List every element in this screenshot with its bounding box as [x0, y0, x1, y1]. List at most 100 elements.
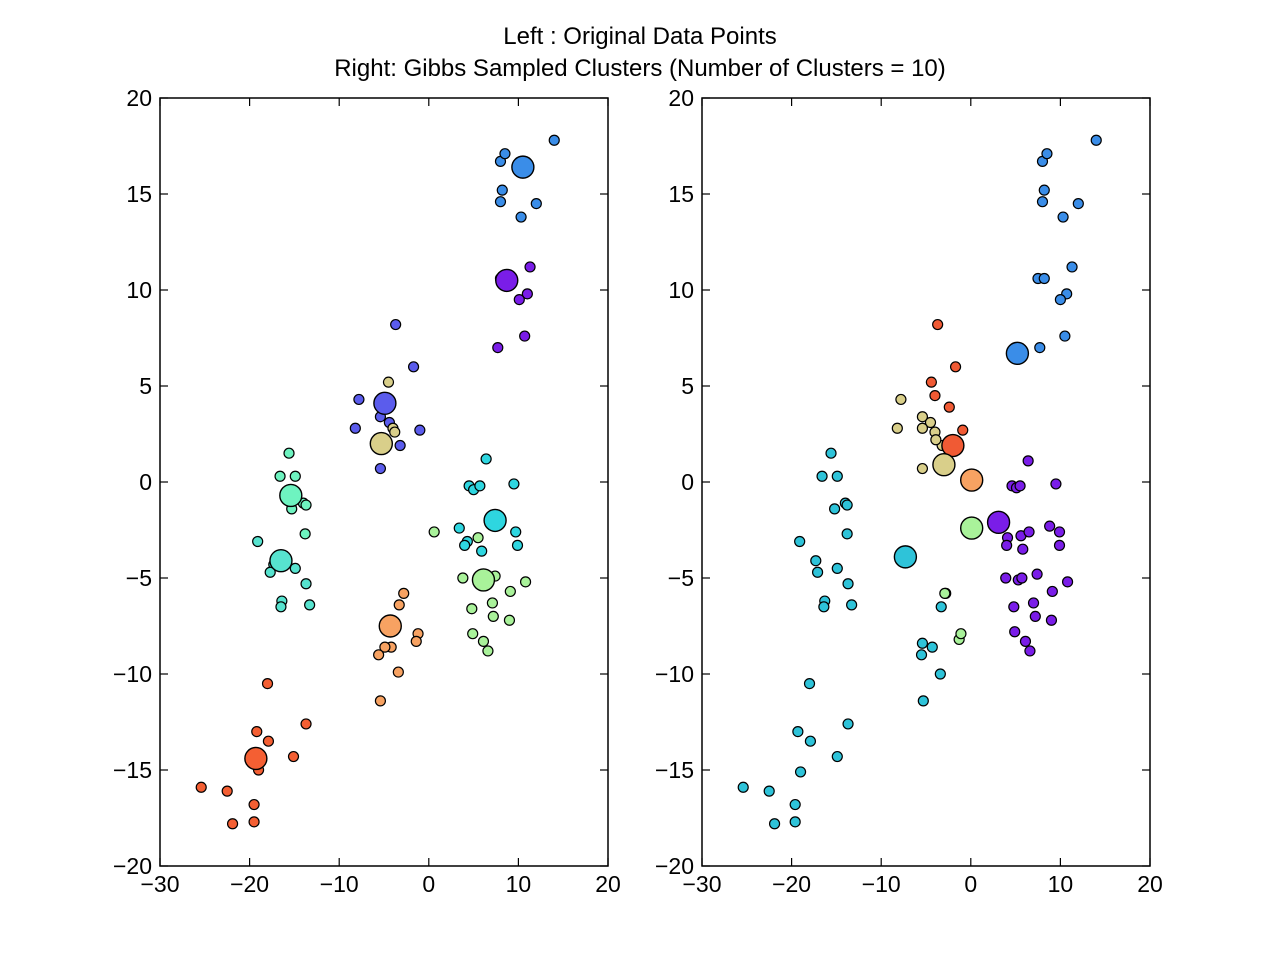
data-point	[510, 526, 522, 538]
x-tick-label: −10	[320, 871, 359, 897]
cluster-center-marker	[373, 391, 397, 415]
data-point	[1072, 198, 1084, 210]
data-point	[515, 211, 527, 223]
data-point	[831, 750, 843, 763]
cluster-center-marker	[495, 268, 519, 293]
x-tick-label: 0	[964, 871, 977, 897]
y-tick-label: 20	[668, 85, 694, 111]
data-point	[737, 781, 749, 793]
data-point	[841, 528, 853, 540]
y-tick-label: 5	[681, 373, 694, 399]
data-point	[414, 424, 426, 436]
data-point	[398, 587, 410, 599]
figure-title-line-2: Right: Gibbs Sampled Clusters (Number of…	[334, 55, 946, 82]
data-point	[499, 148, 511, 160]
data-point	[932, 318, 944, 331]
y-tick-label: −20	[655, 853, 694, 879]
y-tick-label: 15	[668, 181, 694, 207]
data-point	[1053, 539, 1066, 551]
data-point	[1038, 184, 1050, 196]
data-point	[394, 439, 406, 452]
cluster-center-marker	[1005, 341, 1030, 366]
data-point	[503, 614, 516, 626]
data-point	[1057, 211, 1069, 223]
data-point	[264, 566, 276, 578]
y-tick-label: 10	[668, 277, 694, 303]
cluster-center-marker	[893, 545, 918, 569]
data-point	[1016, 572, 1028, 584]
data-point	[251, 725, 263, 738]
data-point	[916, 422, 929, 434]
data-point	[511, 539, 524, 551]
data-point	[410, 635, 422, 647]
cluster-center-marker	[959, 468, 984, 492]
x-tick-label: −30	[140, 871, 179, 897]
data-point	[289, 562, 301, 575]
data-point	[459, 539, 471, 551]
data-point	[476, 545, 488, 557]
data-point	[482, 645, 494, 657]
data-point	[816, 470, 828, 482]
data-point	[392, 666, 404, 678]
cluster-center-marker	[941, 433, 965, 458]
data-point	[275, 601, 287, 613]
data-point	[519, 576, 532, 588]
y-tick-label: −15	[113, 757, 152, 783]
data-point	[916, 411, 929, 423]
cluster-center-marker	[378, 614, 402, 638]
data-point	[831, 562, 843, 575]
data-point	[789, 816, 801, 828]
data-point	[1014, 480, 1026, 492]
data-point	[494, 196, 507, 208]
cluster-center-marker	[279, 483, 303, 508]
data-point	[508, 478, 520, 490]
data-point	[895, 393, 907, 406]
data-point	[1046, 585, 1058, 598]
data-point	[841, 499, 853, 511]
data-point	[1024, 645, 1036, 657]
data-point	[926, 641, 938, 653]
data-point	[300, 499, 312, 511]
data-point	[1019, 635, 1032, 647]
data-point	[915, 649, 928, 661]
data-point	[477, 635, 490, 647]
data-point	[846, 599, 858, 611]
data-point	[453, 522, 465, 534]
x-tick-label: 10	[506, 871, 532, 897]
y-tick-label: −15	[655, 757, 694, 783]
y-tick-label: −20	[113, 853, 152, 879]
cluster-center-marker	[244, 746, 268, 771]
data-point	[353, 393, 365, 406]
cluster-center-marker	[369, 431, 394, 456]
data-point	[794, 535, 806, 548]
data-point	[810, 555, 822, 567]
data-point	[486, 597, 499, 609]
data-point	[521, 288, 533, 300]
data-point	[300, 578, 312, 590]
y-tick-label: −5	[668, 565, 694, 591]
data-point	[226, 818, 239, 830]
data-point	[407, 361, 420, 373]
data-point	[496, 184, 508, 196]
data-point	[917, 695, 929, 707]
data-point	[472, 532, 484, 544]
data-point	[924, 416, 937, 429]
data-point	[221, 785, 233, 797]
x-tick-label: −30	[682, 871, 721, 897]
figure-title-line-1: Left : Original Data Points	[503, 23, 776, 50]
data-point	[831, 470, 843, 482]
data-point	[248, 816, 260, 828]
data-point	[513, 294, 525, 306]
data-point	[829, 503, 841, 515]
y-tick-label: 0	[139, 469, 152, 495]
data-point	[300, 718, 312, 730]
data-point	[1027, 597, 1040, 609]
data-point	[287, 750, 300, 763]
data-point	[390, 318, 402, 331]
y-tick-label: −5	[126, 565, 152, 591]
cluster-center-marker	[471, 568, 496, 592]
data-point	[299, 528, 311, 540]
data-point	[1066, 261, 1078, 273]
